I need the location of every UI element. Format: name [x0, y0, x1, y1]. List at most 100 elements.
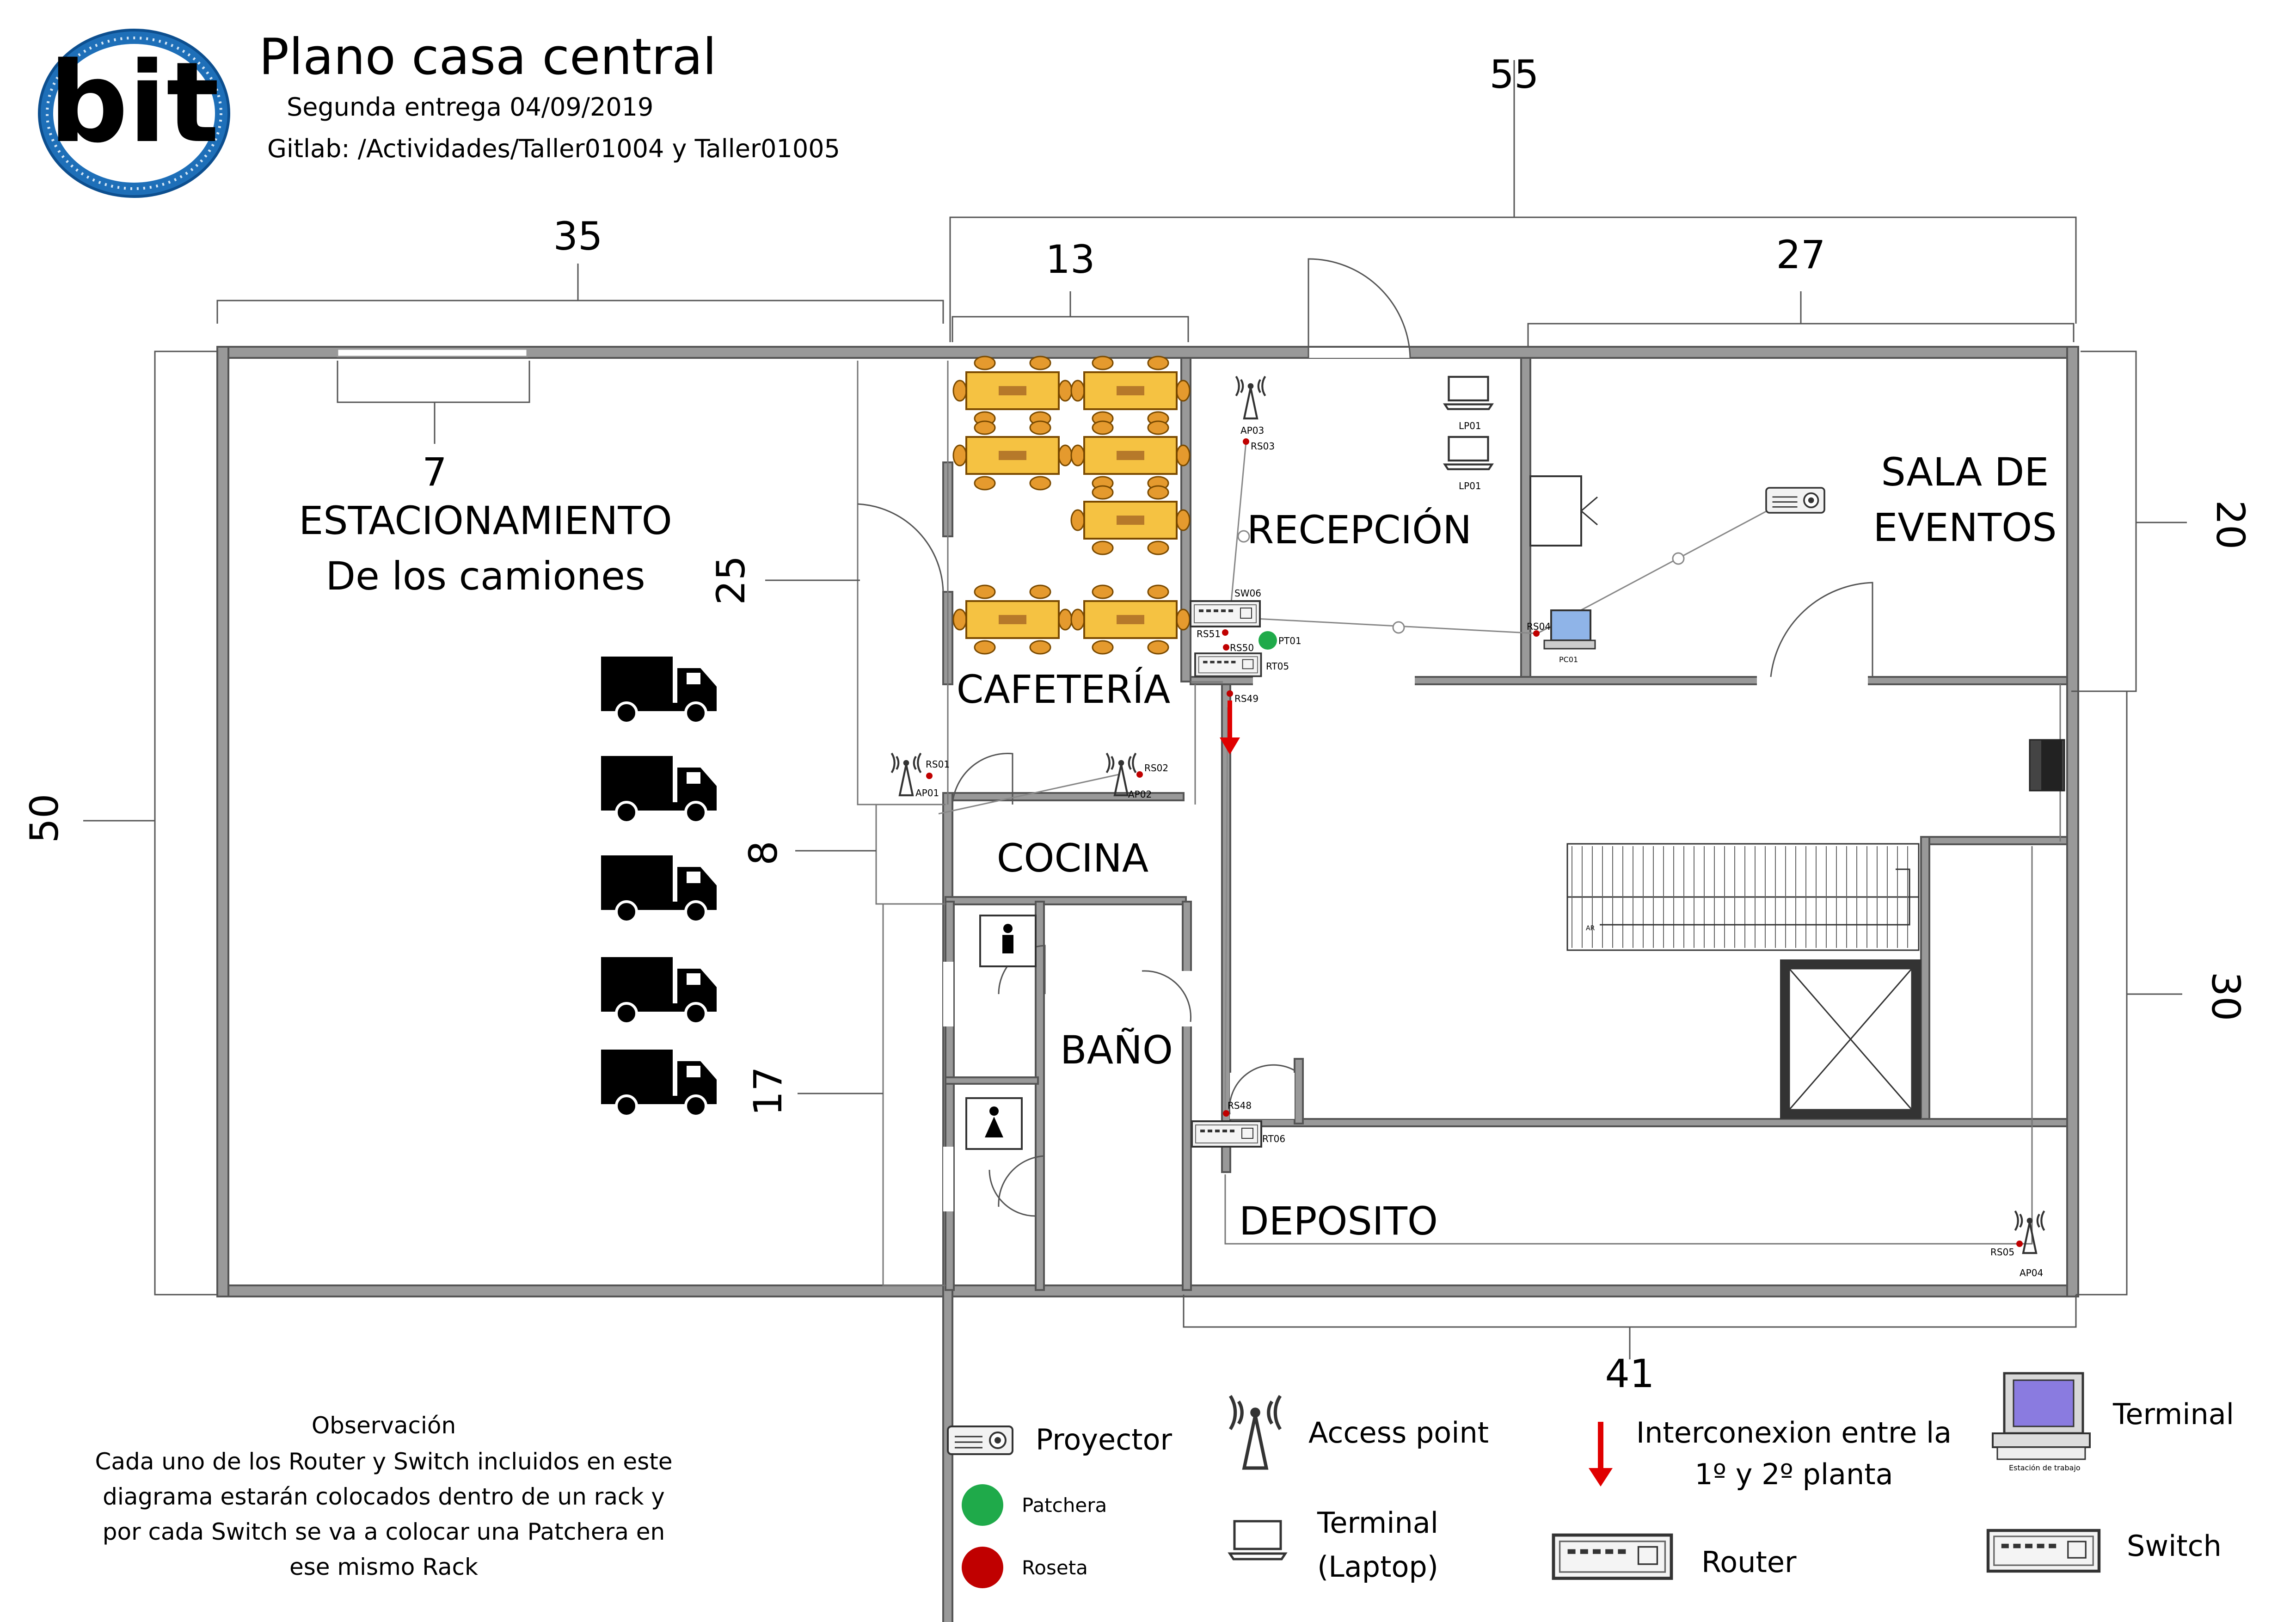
staircase: AR — [1566, 843, 1920, 951]
switch-icon — [1190, 600, 1261, 627]
projector-icon — [1765, 487, 1825, 514]
room-label-eventos: SALA DE — [1881, 449, 2049, 495]
rosette-icon — [1223, 644, 1229, 651]
dim-27: 27 — [1776, 232, 1826, 277]
pc-icon — [1543, 609, 1596, 650]
room-label-bano: BAÑO — [1060, 1027, 1173, 1073]
page-subtitle: Segunda entrega 04/09/2019 — [287, 92, 653, 122]
truck-icon — [601, 957, 717, 1024]
cafeteria-tables — [952, 356, 1191, 655]
legend: Proyector Patchera Roseta Access point T… — [947, 1372, 2234, 1588]
room-label-cafeteria: CAFETERÍA — [957, 667, 1171, 712]
partitions — [857, 361, 2033, 1286]
device-label-rs49: RS49 — [1234, 693, 1259, 704]
devices-deposito: RS48 RT06 RS05 AP04 — [1191, 1100, 2044, 1278]
legend-interconexion-sub: 1º y 2º planta — [1694, 1457, 1893, 1491]
truck-icon — [601, 756, 717, 823]
dim-50: 50 — [22, 794, 67, 843]
device-label-rs05: RS05 — [1990, 1247, 2014, 1258]
truck-icon — [601, 1050, 717, 1116]
restroom-signs — [965, 915, 1037, 1150]
switch-icon — [1988, 1530, 2099, 1571]
device-label-pt01: PT01 — [1278, 635, 1301, 646]
logo-text: bit — [49, 38, 220, 167]
trucks — [601, 657, 717, 1116]
page-title: Plano casa central — [259, 28, 717, 86]
devices-eventos: RS04 PC01 — [1527, 475, 1825, 664]
rosette-icon — [2016, 1241, 2023, 1247]
dim-41: 41 — [1605, 1351, 1655, 1396]
dimension-lines — [83, 60, 2187, 1359]
observation-line: Cada uno de los Router y Switch incluido… — [95, 1448, 672, 1475]
access-point-icon — [1236, 376, 1265, 418]
laptop-icon — [1445, 377, 1492, 409]
legend-estacion: Estación de trabajo — [2009, 1463, 2081, 1472]
device-label-rs50: RS50 — [1230, 642, 1254, 653]
wall-terminal-icon — [2029, 739, 2065, 792]
router-icon — [1191, 1120, 1262, 1148]
legend-patchera: Patchera — [1022, 1494, 1107, 1517]
dim-8: 8 — [741, 841, 786, 865]
rosette-icon — [1136, 771, 1143, 778]
company-logo: bit — [38, 29, 230, 198]
dim-7: 7 — [422, 449, 447, 495]
rosette-icon — [926, 773, 933, 779]
room-label-parking-sub: De los camiones — [325, 553, 645, 599]
legend-router: Router — [1701, 1545, 1797, 1579]
observation-title: Observación — [312, 1412, 456, 1439]
dim-30: 30 — [2203, 972, 2248, 1021]
device-label-ap04: AP04 — [2020, 1267, 2043, 1278]
device-label-ap02: AP02 — [1128, 789, 1152, 800]
screen-icon — [1529, 475, 1598, 547]
device-label-rs02: RS02 — [1144, 762, 1168, 774]
observation-line: por cada Switch se va a colocar una Patc… — [103, 1518, 665, 1545]
stair-label: AR — [1586, 925, 1595, 932]
rosette-icon — [1227, 690, 1233, 697]
rosette-icon — [962, 1547, 1003, 1588]
device-label-ap03: AP03 — [1240, 425, 1264, 436]
legend-terminal-laptop-sub: (Laptop) — [1317, 1550, 1438, 1584]
legend-terminal: Terminal — [2112, 1397, 2234, 1431]
device-label-sw06: SW06 — [1234, 588, 1261, 599]
interconnect-arrow-icon — [1589, 1422, 1613, 1487]
truck-icon — [601, 855, 717, 922]
device-label-rs51: RS51 — [1197, 628, 1221, 639]
dim-17: 17 — [745, 1067, 791, 1116]
projector-icon — [947, 1425, 1013, 1455]
device-label-rs04: RS04 — [1527, 621, 1551, 632]
rosette-icon — [1243, 438, 1249, 445]
device-label-rs01: RS01 — [926, 759, 950, 770]
rosette-icon — [1223, 1110, 1229, 1117]
dim-20: 20 — [2208, 500, 2253, 550]
dim-55: 55 — [1490, 52, 1539, 97]
laptop-icon — [1230, 1521, 1285, 1559]
room-label-deposito: DEPOSITO — [1239, 1198, 1438, 1244]
table-icon — [952, 420, 1073, 491]
patchera-icon — [1259, 631, 1277, 650]
devices-recepcion: AP03 RS03 LP01 LP01 SW06 RS51 PT01 RS50 … — [1190, 376, 1492, 755]
table-icon — [1070, 356, 1191, 426]
device-label-lp01a: LP01 — [1459, 420, 1481, 431]
dim-35: 35 — [553, 214, 603, 259]
observation-line: ese mismo Rack — [289, 1554, 478, 1580]
room-label-recepcion: RECEPCIÓN — [1247, 507, 1472, 553]
device-label-ap01: AP01 — [915, 787, 939, 799]
legend-access-point: Access point — [1308, 1416, 1489, 1450]
legend-proyector: Proyector — [1036, 1423, 1173, 1456]
rosette-icon — [1222, 629, 1228, 636]
table-icon — [952, 584, 1073, 655]
outer-walls — [216, 346, 2079, 1297]
room-label-cocina: COCINA — [997, 836, 1149, 881]
patchera-icon — [962, 1484, 1003, 1526]
table-icon — [1070, 485, 1191, 555]
truck-icon — [601, 657, 717, 723]
gitlab-path: Gitlab: /Actividades/Taller01004 y Talle… — [267, 134, 840, 163]
observation-line: diagrama estarán colocados dentro de un … — [103, 1483, 665, 1510]
router-icon — [1553, 1535, 1671, 1579]
room-label-parking: ESTACIONAMIENTO — [299, 498, 672, 543]
router-icon — [1194, 652, 1262, 677]
devices-cafeteria: RS01 AP01 RS02 AP02 — [892, 753, 1168, 800]
legend-roseta: Roseta — [1022, 1556, 1088, 1579]
access-point-icon — [1230, 1396, 1280, 1468]
